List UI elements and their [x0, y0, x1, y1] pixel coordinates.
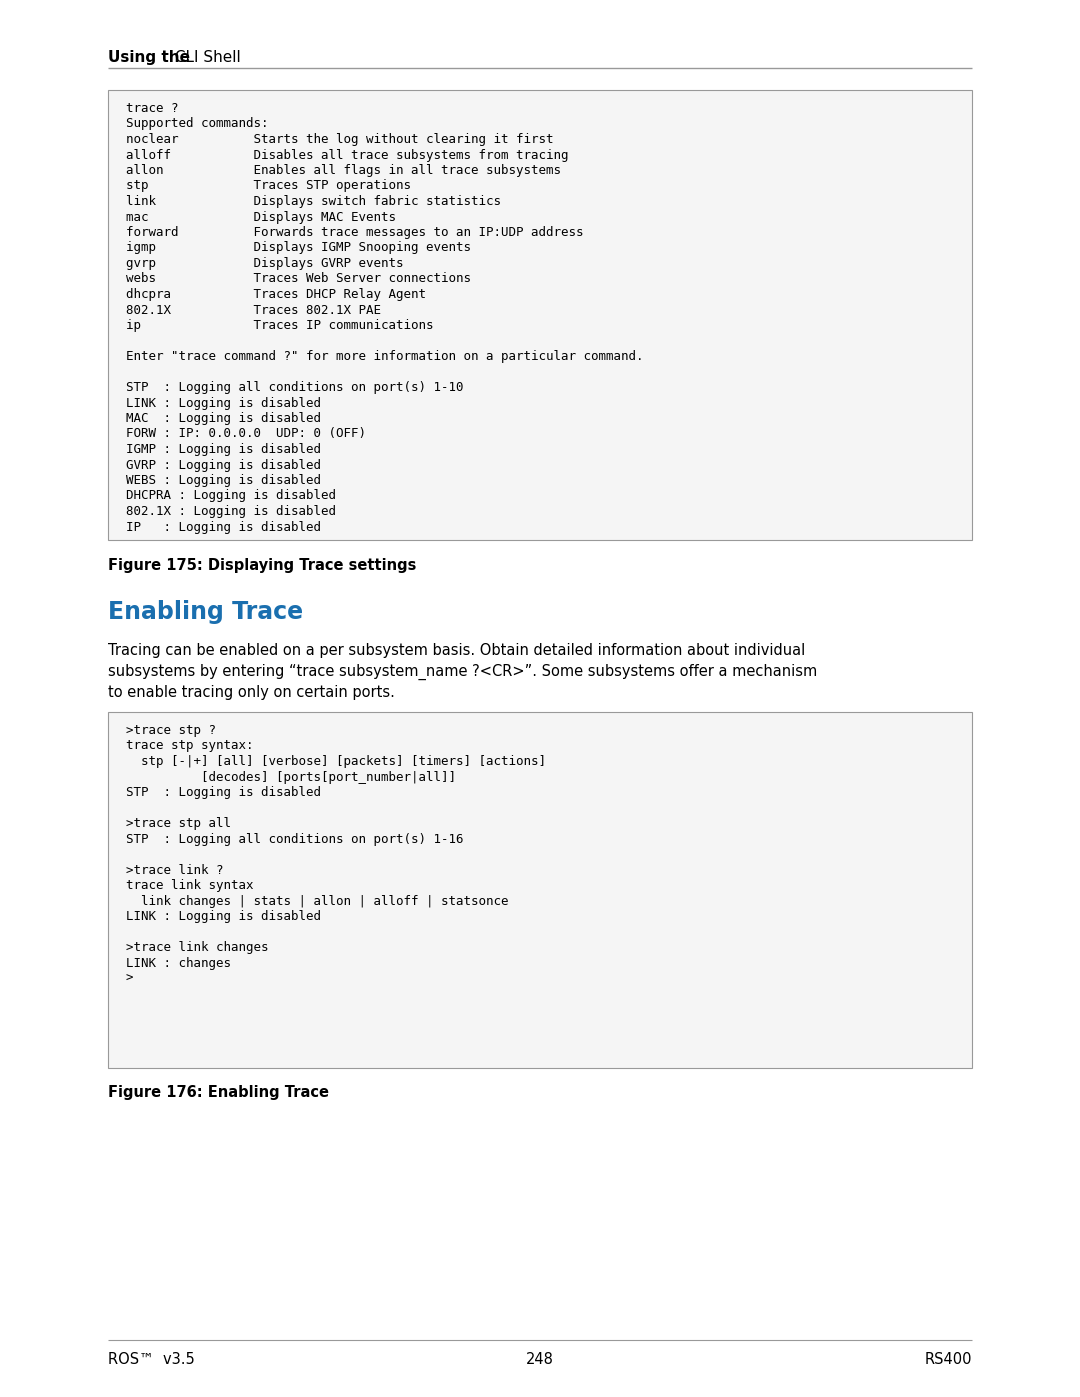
- Text: Using the: Using the: [108, 50, 190, 66]
- Text: stp              Traces STP operations: stp Traces STP operations: [126, 179, 411, 193]
- Text: GVRP : Logging is disabled: GVRP : Logging is disabled: [126, 458, 321, 472]
- Text: >: >: [126, 972, 134, 985]
- Text: Figure 176: Enabling Trace: Figure 176: Enabling Trace: [108, 1085, 329, 1099]
- Text: link changes | stats | allon | alloff | statsonce: link changes | stats | allon | alloff | …: [126, 894, 509, 908]
- Text: mac              Displays MAC Events: mac Displays MAC Events: [126, 211, 396, 224]
- Text: trace ?: trace ?: [126, 102, 178, 115]
- Text: STP  : Logging all conditions on port(s) 1-16: STP : Logging all conditions on port(s) …: [126, 833, 463, 845]
- Text: 802.1X           Traces 802.1X PAE: 802.1X Traces 802.1X PAE: [126, 303, 381, 317]
- Text: >trace link changes: >trace link changes: [126, 942, 269, 954]
- Text: RS400: RS400: [924, 1352, 972, 1368]
- Text: to enable tracing only on certain ports.: to enable tracing only on certain ports.: [108, 685, 395, 700]
- Text: alloff           Disables all trace subsystems from tracing: alloff Disables all trace subsystems fro…: [126, 148, 568, 162]
- Text: 248: 248: [526, 1352, 554, 1368]
- Text: Enabling Trace: Enabling Trace: [108, 599, 303, 624]
- Text: link             Displays switch fabric statistics: link Displays switch fabric statistics: [126, 196, 501, 208]
- Text: LINK : Logging is disabled: LINK : Logging is disabled: [126, 909, 321, 923]
- Text: >trace stp ?: >trace stp ?: [126, 724, 216, 738]
- Text: igmp             Displays IGMP Snooping events: igmp Displays IGMP Snooping events: [126, 242, 471, 254]
- Text: trace link syntax: trace link syntax: [126, 879, 254, 893]
- Text: dhcpra           Traces DHCP Relay Agent: dhcpra Traces DHCP Relay Agent: [126, 288, 426, 300]
- Text: Enter "trace command ?" for more information on a particular command.: Enter "trace command ?" for more informa…: [126, 351, 644, 363]
- Text: >trace link ?: >trace link ?: [126, 863, 224, 876]
- Text: MAC  : Logging is disabled: MAC : Logging is disabled: [126, 412, 321, 425]
- FancyBboxPatch shape: [108, 712, 972, 1067]
- Text: DHCPRA : Logging is disabled: DHCPRA : Logging is disabled: [126, 489, 336, 503]
- Text: subsystems by entering “trace subsystem_name ?<CR>”. Some subsystems offer a mec: subsystems by entering “trace subsystem_…: [108, 664, 818, 680]
- Text: gvrp             Displays GVRP events: gvrp Displays GVRP events: [126, 257, 404, 270]
- FancyBboxPatch shape: [108, 89, 972, 541]
- Text: 802.1X : Logging is disabled: 802.1X : Logging is disabled: [126, 504, 336, 518]
- Text: [decodes] [ports[port_number|all]]: [decodes] [ports[port_number|all]]: [126, 771, 456, 784]
- Text: forward          Forwards trace messages to an IP:UDP address: forward Forwards trace messages to an IP…: [126, 226, 583, 239]
- Text: Figure 175: Displaying Trace settings: Figure 175: Displaying Trace settings: [108, 557, 417, 573]
- Text: noclear          Starts the log without clearing it first: noclear Starts the log without clearing …: [126, 133, 554, 147]
- Text: IGMP : Logging is disabled: IGMP : Logging is disabled: [126, 443, 321, 455]
- Text: LINK : changes: LINK : changes: [126, 957, 231, 970]
- Text: IP   : Logging is disabled: IP : Logging is disabled: [126, 521, 321, 534]
- Text: FORW : IP: 0.0.0.0  UDP: 0 (OFF): FORW : IP: 0.0.0.0 UDP: 0 (OFF): [126, 427, 366, 440]
- Text: trace stp syntax:: trace stp syntax:: [126, 739, 254, 753]
- Text: LINK : Logging is disabled: LINK : Logging is disabled: [126, 397, 321, 409]
- Text: ip               Traces IP communications: ip Traces IP communications: [126, 319, 433, 332]
- Text: allon            Enables all flags in all trace subsystems: allon Enables all flags in all trace sub…: [126, 163, 561, 177]
- Text: CLI Shell: CLI Shell: [170, 50, 241, 66]
- Text: Tracing can be enabled on a per subsystem basis. Obtain detailed information abo: Tracing can be enabled on a per subsyste…: [108, 643, 806, 658]
- Text: STP  : Logging is disabled: STP : Logging is disabled: [126, 787, 321, 799]
- Text: >trace stp all: >trace stp all: [126, 817, 231, 830]
- Text: ROS™  v3.5: ROS™ v3.5: [108, 1352, 194, 1368]
- Text: stp [-|+] [all] [verbose] [packets] [timers] [actions]: stp [-|+] [all] [verbose] [packets] [tim…: [126, 754, 546, 768]
- Text: WEBS : Logging is disabled: WEBS : Logging is disabled: [126, 474, 321, 488]
- Text: STP  : Logging all conditions on port(s) 1-10: STP : Logging all conditions on port(s) …: [126, 381, 463, 394]
- Text: webs             Traces Web Server connections: webs Traces Web Server connections: [126, 272, 471, 285]
- Text: Supported commands:: Supported commands:: [126, 117, 269, 130]
